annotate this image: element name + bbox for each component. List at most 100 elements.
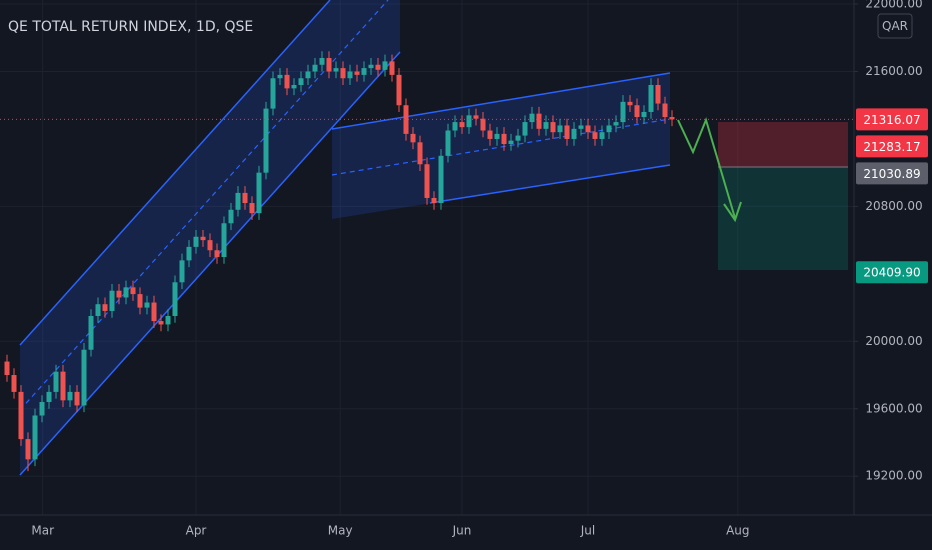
y-tick-label: 20800.00 bbox=[865, 199, 922, 213]
candle-body bbox=[193, 236, 199, 247]
candle-body bbox=[396, 74, 402, 106]
candle-body bbox=[445, 130, 451, 156]
candle-body bbox=[172, 282, 178, 317]
candle-body bbox=[550, 122, 556, 133]
candle-body bbox=[263, 108, 269, 173]
candle-body bbox=[627, 101, 633, 106]
position-tool bbox=[718, 122, 848, 270]
candle-body bbox=[109, 290, 115, 311]
candle-body bbox=[347, 71, 353, 79]
channel-upper bbox=[19, 0, 331, 346]
candle-body bbox=[305, 71, 311, 79]
candle-body bbox=[235, 192, 241, 210]
candle-body bbox=[284, 74, 290, 89]
candle-body bbox=[459, 122, 465, 128]
candle-body bbox=[417, 142, 423, 165]
price-badge bbox=[856, 135, 928, 158]
candle-body bbox=[270, 78, 276, 109]
candle-body bbox=[620, 101, 626, 123]
candle-body bbox=[389, 61, 395, 75]
y-tick-label: 22000.00 bbox=[865, 0, 922, 11]
candle-body bbox=[60, 371, 66, 401]
candle-body bbox=[228, 209, 234, 224]
candle-body bbox=[655, 84, 661, 104]
candle-body bbox=[312, 64, 318, 72]
currency-box bbox=[877, 13, 913, 39]
candle-body bbox=[88, 316, 94, 350]
candle-body bbox=[46, 391, 52, 403]
candle-body bbox=[179, 260, 185, 283]
candle-body bbox=[39, 402, 45, 416]
candle-body bbox=[410, 133, 416, 143]
candle-body bbox=[256, 172, 262, 214]
y-tick-label: 19200.00 bbox=[865, 469, 922, 483]
candle-body bbox=[662, 103, 668, 118]
candle-body bbox=[669, 117, 675, 120]
candle-body bbox=[18, 391, 24, 440]
candle-body bbox=[326, 58, 332, 72]
price-badge-label: 21316.07 bbox=[863, 113, 920, 127]
candle-body bbox=[599, 132, 605, 139]
currency: QAR bbox=[882, 19, 908, 33]
candle-body bbox=[4, 361, 10, 376]
x-tick-label: Jul bbox=[580, 524, 595, 538]
chart-title: QE TOTAL RETURN INDEX, 1D, QSE bbox=[8, 19, 253, 35]
candle-body bbox=[487, 130, 493, 139]
candle-body bbox=[249, 203, 255, 214]
candle-body bbox=[158, 321, 164, 325]
candle-body bbox=[648, 84, 654, 112]
candle-body bbox=[613, 122, 619, 126]
candle-body bbox=[585, 125, 591, 133]
arrow-head bbox=[723, 201, 742, 223]
candle-body bbox=[277, 74, 283, 79]
candle-body bbox=[74, 391, 80, 406]
candles bbox=[0, 51, 854, 472]
candle-body bbox=[480, 118, 486, 131]
candle-body bbox=[522, 122, 528, 136]
price-badge-label: 21283.17 bbox=[863, 140, 920, 154]
x-tick-label: Aug bbox=[726, 524, 749, 538]
y-tick-label: 20000.00 bbox=[865, 334, 922, 348]
candle-body bbox=[634, 105, 640, 118]
candle-body bbox=[151, 302, 157, 322]
candle-body bbox=[11, 375, 17, 392]
candle-body bbox=[123, 287, 129, 298]
candle-body bbox=[165, 316, 171, 325]
price-badge bbox=[856, 162, 928, 185]
x-tick-label: Mar bbox=[31, 524, 54, 538]
y-tick-label: 19600.00 bbox=[865, 401, 922, 415]
candle-body bbox=[466, 115, 472, 128]
candle-body bbox=[452, 122, 458, 131]
candle-body bbox=[333, 68, 339, 72]
candle-body bbox=[200, 236, 206, 241]
candle-body bbox=[130, 287, 136, 295]
candle-body bbox=[207, 240, 213, 251]
candle-body bbox=[221, 223, 227, 257]
candle-body bbox=[536, 113, 542, 129]
candle-body bbox=[543, 122, 549, 129]
candle-body bbox=[606, 125, 612, 133]
candle-body bbox=[242, 192, 248, 204]
candle-body bbox=[494, 133, 500, 139]
candle-body bbox=[116, 290, 122, 298]
arrow-path bbox=[677, 116, 736, 219]
candle-body bbox=[291, 84, 297, 89]
candle-body bbox=[424, 164, 430, 198]
candle-body bbox=[144, 302, 150, 308]
candle-body bbox=[354, 71, 360, 75]
candle-body bbox=[641, 111, 647, 118]
candle-body bbox=[32, 415, 38, 460]
candle-body bbox=[214, 250, 220, 257]
candle-body bbox=[375, 64, 381, 70]
candle-body bbox=[186, 246, 192, 261]
candle-body bbox=[25, 439, 31, 460]
candle-body bbox=[578, 125, 584, 129]
price-badge bbox=[856, 261, 928, 284]
price-badge-label: 20409.90 bbox=[863, 266, 920, 280]
y-tick-label: 21600.00 bbox=[865, 64, 922, 78]
candle-body bbox=[438, 155, 444, 204]
candle-body bbox=[368, 64, 374, 69]
candle-body bbox=[102, 304, 108, 311]
